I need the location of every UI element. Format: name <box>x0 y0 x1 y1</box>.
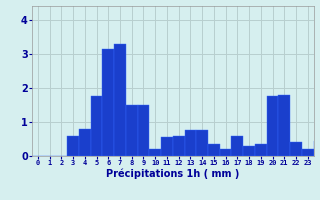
Bar <box>138 105 149 156</box>
Bar <box>91 96 102 156</box>
Bar <box>231 136 243 156</box>
Bar <box>149 149 161 156</box>
Bar <box>79 129 91 156</box>
Bar <box>278 95 290 156</box>
Bar <box>67 136 79 156</box>
Bar <box>102 49 114 156</box>
Bar <box>290 142 302 156</box>
Bar <box>302 149 314 156</box>
Bar <box>114 44 126 156</box>
Bar <box>255 144 267 156</box>
Bar <box>314 141 320 156</box>
X-axis label: Précipitations 1h ( mm ): Précipitations 1h ( mm ) <box>106 169 239 179</box>
Bar <box>208 144 220 156</box>
Bar <box>185 130 196 156</box>
Bar <box>196 130 208 156</box>
Bar <box>126 105 138 156</box>
Bar <box>243 146 255 156</box>
Bar <box>220 149 231 156</box>
Bar <box>161 137 173 156</box>
Bar <box>173 136 185 156</box>
Bar <box>267 96 278 156</box>
